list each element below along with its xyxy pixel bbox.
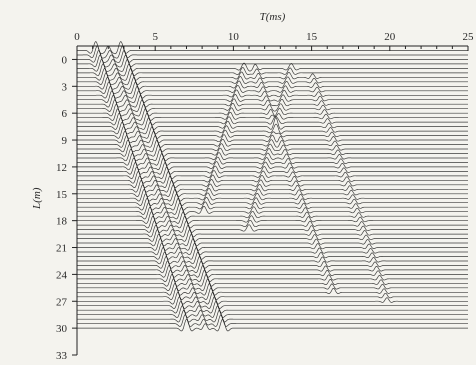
x-tick-label: 15 <box>306 31 318 43</box>
x-tick-label: 25 <box>463 31 475 43</box>
y-tick-label: 12 <box>56 162 67 174</box>
seismic-trace <box>77 126 468 139</box>
seismic-trace <box>77 76 468 90</box>
seismic-trace <box>77 282 468 296</box>
seismic-trace <box>77 112 468 126</box>
seismic-trace <box>77 215 468 229</box>
seismic-trace <box>77 162 468 175</box>
seismic-trace <box>77 260 468 274</box>
seismic-trace <box>77 170 468 184</box>
seismic-trace <box>77 130 468 144</box>
seismic-trace <box>77 59 468 72</box>
x-tick-label: 0 <box>74 31 80 43</box>
y-tick-label: 6 <box>62 108 68 120</box>
seismic-trace <box>77 45 468 59</box>
y-tick-label: 9 <box>62 135 68 147</box>
seismic-trace <box>77 278 468 292</box>
seismic-trace <box>77 305 468 318</box>
seismic-trace <box>77 242 468 256</box>
seismic-trace <box>77 63 468 77</box>
seismic-trace <box>77 117 468 130</box>
seismic-trace <box>77 157 468 171</box>
x-axis-label: T(ms) <box>260 11 286 23</box>
y-tick-label: 18 <box>56 216 68 228</box>
seismic-trace <box>77 211 468 224</box>
seismic-trace <box>77 54 468 68</box>
seismic-trace <box>77 121 468 135</box>
seismic-trace <box>77 220 468 233</box>
seismic-trace <box>77 94 468 108</box>
seismic-trace <box>77 202 468 215</box>
x-tick-label: 20 <box>384 31 396 43</box>
y-tick-label: 30 <box>56 323 68 335</box>
seismic-trace <box>77 152 468 166</box>
y-tick-label: 33 <box>56 350 68 360</box>
seismic-trace <box>77 148 468 162</box>
seismic-trace <box>77 229 468 242</box>
seismic-trace <box>77 247 468 260</box>
seismic-trace <box>77 291 468 305</box>
seismic-trace <box>77 85 468 99</box>
seismic-trace <box>77 67 468 81</box>
seismic-trace <box>77 50 468 63</box>
seismic-trace <box>77 296 468 309</box>
seismic-trace <box>77 264 468 278</box>
seismic-trace <box>77 72 468 86</box>
x-tick-label: 10 <box>228 31 240 43</box>
seismic-trace <box>77 103 468 117</box>
axes-layer: T(ms) L(m) 0 5 10 15 20 25 0 3 6 9 12 15 18 21 24 27 30 3… <box>31 11 475 362</box>
seismic-trace <box>77 269 468 283</box>
seismic-trace <box>77 193 468 206</box>
seismic-trace <box>77 309 468 323</box>
seismic-trace <box>77 314 468 327</box>
seismic-trace <box>77 206 468 220</box>
seismic-trace <box>77 134 468 148</box>
seismic-trace <box>77 251 468 265</box>
seismic-trace <box>77 81 468 95</box>
seismic-trace <box>77 144 468 157</box>
seismic-trace <box>77 188 468 202</box>
seismic-trace <box>77 224 468 238</box>
y-tick-label: 27 <box>56 296 68 308</box>
y-tick-label: 3 <box>62 81 68 93</box>
y-tick-label: 24 <box>56 269 68 281</box>
seismic-trace <box>77 90 468 104</box>
y-tick-label: 0 <box>62 54 68 66</box>
y-tick-label: 15 <box>56 189 68 201</box>
seismic-trace <box>77 166 468 180</box>
seismic-trace <box>77 179 468 193</box>
seismic-trace <box>77 41 468 55</box>
seismic-trace <box>77 184 468 197</box>
y-axis-label: L(m) <box>31 187 43 210</box>
seismic-trace <box>77 99 468 112</box>
seismic-trace <box>77 287 468 300</box>
seismic-trace <box>77 233 468 247</box>
seismic-trace <box>77 300 468 314</box>
seismic-trace <box>77 108 468 121</box>
seismic-trace <box>77 197 468 211</box>
y-tick-label: 21 <box>56 243 67 255</box>
seismic-trace <box>77 238 468 251</box>
x-tick-label: 5 <box>152 31 158 43</box>
seismic-trace <box>77 255 468 269</box>
seismic-trace <box>77 139 468 153</box>
seismic-trace <box>77 273 468 287</box>
traces-layer <box>77 41 468 332</box>
seismic-trace <box>77 318 468 332</box>
